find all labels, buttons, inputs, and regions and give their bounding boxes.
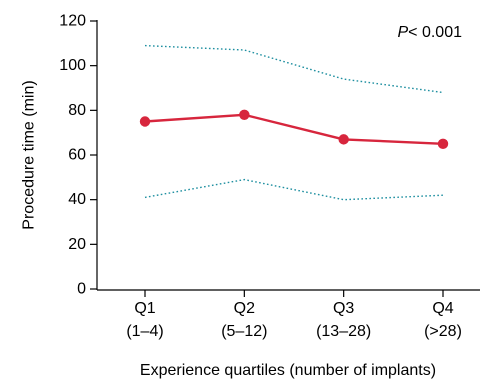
axes-layer <box>96 20 480 291</box>
data-point-mean <box>139 116 151 127</box>
y-axis-label: Procedure time (min) <box>21 80 38 229</box>
x-tick-sublabel: (1–4) <box>126 323 163 340</box>
y-tick-label: 120 <box>59 13 86 30</box>
x-tick-label: Q4 <box>432 300 453 317</box>
x-tick-sublabel: (13–28) <box>316 323 371 340</box>
data-point-mean <box>239 109 250 121</box>
x-axis-label: Experience quartiles (number of implants… <box>140 362 436 379</box>
y-tick-label: 0 <box>77 281 86 298</box>
series-line-upper-bound <box>144 44 444 94</box>
p-symbol: P <box>398 24 409 41</box>
series-line-mean <box>144 113 444 145</box>
y-tick-label: 80 <box>68 102 86 119</box>
x-tick-label: Q2 <box>234 300 255 317</box>
y-tick-label: 100 <box>59 57 86 74</box>
data-point-mean <box>437 138 449 150</box>
x-tick-label: Q1 <box>134 300 155 317</box>
series-layer <box>139 44 449 201</box>
x-tick-sublabel: (>28) <box>424 323 462 340</box>
y-tick-label: 20 <box>68 236 86 253</box>
x-tick-label: Q3 <box>333 300 354 317</box>
series-line-lower-bound <box>144 178 444 201</box>
y-tick-label: 60 <box>68 147 86 164</box>
y-ticks: 0 20 40 60 80 100 120 <box>59 13 97 298</box>
data-point-mean <box>338 134 349 145</box>
p-value: < 0.001 <box>408 24 462 41</box>
y-tick-label: 40 <box>68 191 86 208</box>
p-value-annotation: P< 0.001 <box>398 24 463 41</box>
x-ticks: Q1 (1–4) Q2 (5–12) Q3 (13–28) Q4 (>28) <box>126 290 462 340</box>
x-tick-sublabel: (5–12) <box>221 323 267 340</box>
